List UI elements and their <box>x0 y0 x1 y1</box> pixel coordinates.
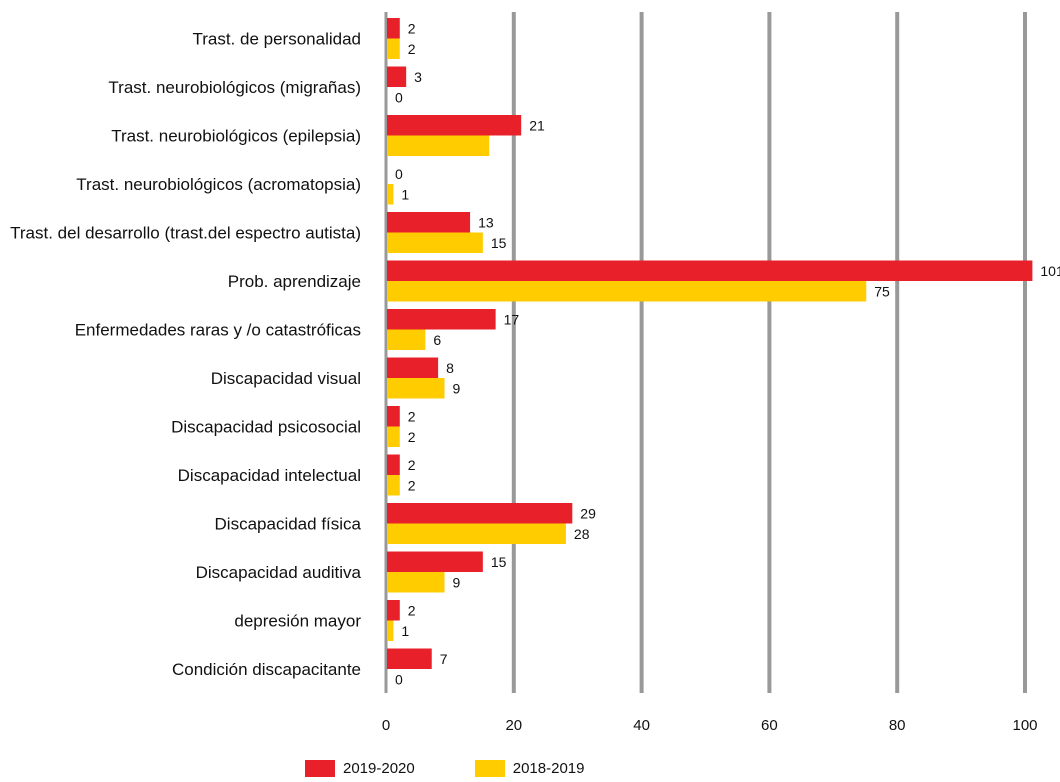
data-label: 0 <box>395 166 403 182</box>
bar-2018-2019 <box>387 426 400 447</box>
data-label: 7 <box>440 651 448 667</box>
bar-2019-2020 <box>387 503 573 524</box>
data-label: 21 <box>529 117 545 133</box>
bar-2018-2019 <box>387 135 490 156</box>
legend-label-series-2: 2018-2019 <box>512 760 585 777</box>
bar-2019-2020 <box>387 454 400 475</box>
data-label: 1 <box>401 623 409 639</box>
bar-2018-2019 <box>387 281 867 302</box>
bar-2019-2020 <box>387 18 400 39</box>
bar-2018-2019 <box>387 620 394 641</box>
bar-2018-2019 <box>387 378 445 399</box>
legend-swatch-series-1 <box>305 760 335 777</box>
data-label: 1 <box>401 186 409 202</box>
x-tick-label: 60 <box>761 717 778 734</box>
category-label: Discapacidad visual <box>211 369 361 388</box>
bar-2018-2019 <box>387 475 400 496</box>
x-tick-label: 40 <box>633 717 650 734</box>
data-label: 2 <box>408 408 416 424</box>
data-label: 29 <box>580 505 596 521</box>
x-tick-label: 20 <box>505 717 522 734</box>
bar-2019-2020 <box>387 212 471 233</box>
data-label: 2 <box>408 429 416 445</box>
category-label: Enfermedades raras y /o catastróficas <box>75 321 361 340</box>
data-label: 6 <box>433 332 441 348</box>
data-label: 2 <box>408 457 416 473</box>
category-label: Discapacidad auditiva <box>196 563 362 582</box>
bar-2018-2019 <box>387 184 394 205</box>
legend: 2019-2020 2018-2019 <box>305 760 584 777</box>
bar-2019-2020 <box>387 648 432 669</box>
bar-2019-2020 <box>387 260 1033 281</box>
bar-2018-2019 <box>387 329 426 350</box>
category-label: Trast. neurobiológicos (migrañas) <box>108 78 361 97</box>
bar-2018-2019 <box>387 38 400 59</box>
category-label: Trast. neurobiológicos (epilepsia) <box>111 127 361 146</box>
bar-2018-2019 <box>387 523 566 544</box>
bar-2019-2020 <box>387 115 522 136</box>
data-label: 0 <box>395 671 403 687</box>
category-label: Discapacidad física <box>215 515 362 534</box>
category-label: Trast. neurobiológicos (acromatopsia) <box>76 175 361 194</box>
data-label: 15 <box>491 235 507 251</box>
data-label: 3 <box>414 69 422 85</box>
x-tick-label: 0 <box>382 717 390 734</box>
legend-item-series-2: 2018-2019 <box>474 760 585 777</box>
data-label: 17 <box>504 311 520 327</box>
data-label: 13 <box>478 214 494 230</box>
bar-2018-2019 <box>387 572 445 593</box>
category-label: depresión mayor <box>234 612 361 631</box>
category-label: Discapacidad intelectual <box>178 466 361 485</box>
bar-2019-2020 <box>387 406 400 427</box>
data-label: 2 <box>408 41 416 57</box>
bar-2019-2020 <box>387 309 496 330</box>
bar-2019-2020 <box>387 66 407 87</box>
bar-2019-2020 <box>387 600 400 621</box>
bars <box>387 18 1033 669</box>
data-label: 28 <box>574 526 590 542</box>
legend-swatch-series-2 <box>474 760 505 777</box>
data-label: 0 <box>395 89 403 105</box>
data-label: 9 <box>453 574 461 590</box>
category-label: Prob. aprendizaje <box>228 272 361 291</box>
gridlines <box>384 12 1027 693</box>
category-label: Condición discapacitante <box>172 660 361 679</box>
legend-label-series-1: 2019-2020 <box>343 760 415 777</box>
data-label: 75 <box>874 283 890 299</box>
data-label: 8 <box>446 360 454 376</box>
data-label: 2 <box>408 477 416 493</box>
bar-2019-2020 <box>387 551 483 572</box>
x-tick-label: 100 <box>1012 717 1037 734</box>
legend-item-series-1: 2019-2020 <box>305 760 415 777</box>
data-label: 9 <box>453 380 461 396</box>
category-label: Discapacidad psicosocial <box>171 418 361 437</box>
data-label: 2 <box>408 602 416 618</box>
data-label: 15 <box>491 554 507 570</box>
bar-2018-2019 <box>387 232 483 253</box>
category-label: Trast. del desarrollo (trast.del espectr… <box>10 224 361 243</box>
data-label: 2 <box>408 20 416 36</box>
x-tick-label: 80 <box>889 717 906 734</box>
bar-2019-2020 <box>387 357 439 378</box>
category-label: Trast. de personalidad <box>192 30 361 49</box>
data-label: 101 <box>1040 263 1060 279</box>
